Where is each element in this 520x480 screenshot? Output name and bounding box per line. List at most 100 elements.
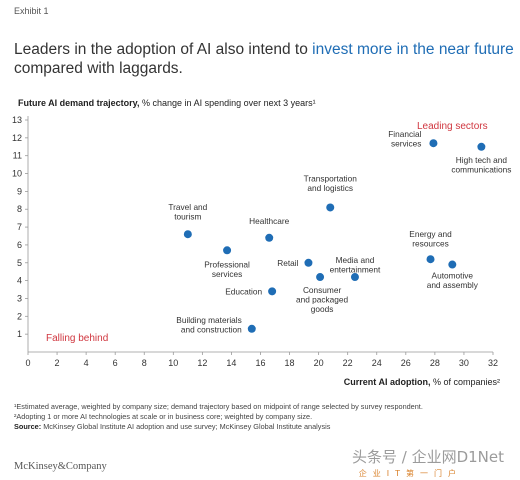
x-axis-label: Current AI adoption, % of companies² (344, 377, 500, 387)
source-label: Source: (14, 422, 42, 431)
y-axis-label-rest: % change in AI spending over next 3 year… (139, 98, 316, 108)
x-tick-label: 4 (84, 358, 89, 368)
y-tick-label: 3 (17, 293, 22, 303)
data-point-label-line: Education (225, 286, 262, 296)
x-tick-label: 30 (459, 358, 469, 368)
x-tick-label: 8 (142, 358, 147, 368)
data-point-label-line: Healthcare (249, 216, 290, 226)
data-point-label-line: resources (412, 239, 448, 249)
data-point (426, 255, 435, 264)
data-point-label: Energy and resources (409, 229, 452, 249)
y-tick-label: 7 (17, 222, 22, 232)
footnote-2: ²Adopting 1 or more AI technologies at s… (14, 412, 313, 421)
y-tick-label: 5 (17, 258, 22, 268)
y-tick-label: 2 (17, 311, 22, 321)
data-point-label-line: Automotive (432, 271, 474, 281)
y-axis-label: Future AI demand trajectory, % change in… (18, 98, 316, 108)
x-tick-label: 2 (55, 358, 60, 368)
data-point-label-line: Energy and (409, 229, 452, 239)
data-point-label: Healthcare (249, 216, 290, 226)
y-axis-label-bold: Future AI demand trajectory, (18, 98, 140, 108)
y-tick-label: 12 (12, 133, 22, 143)
y-tick-label: 8 (17, 204, 22, 214)
x-axis-label-rest: % of companies² (430, 377, 500, 387)
x-tick-label: 16 (255, 358, 265, 368)
x-tick-label: 12 (197, 358, 207, 368)
data-point (477, 142, 486, 151)
data-point-label-line: Consumer (303, 285, 342, 295)
headline-part2: compared with laggards. (14, 60, 183, 77)
data-point-label-line: entertainment (330, 265, 381, 275)
y-tick-label: 10 (12, 169, 22, 179)
data-point (265, 233, 274, 242)
footnotes: ¹Estimated average, weighted by company … (14, 402, 474, 432)
data-point-label-line: and construction (181, 324, 242, 334)
y-tick-label: 4 (17, 276, 22, 286)
footnote-1: ¹Estimated average, weighted by company … (14, 402, 423, 411)
data-point-label-line: and assembly (427, 280, 479, 290)
y-tick-label: 13 (12, 115, 22, 125)
data-point-label: Building materials and construction (176, 315, 242, 335)
x-tick-label: 20 (314, 358, 324, 368)
data-point-label-line: Travel and (168, 202, 207, 212)
data-point (316, 273, 325, 282)
chart-headline: Leaders in the adoption of AI also inten… (14, 40, 514, 78)
data-point-label: Education (225, 286, 262, 296)
data-point-label-line: and packaged (296, 295, 349, 305)
annotation-leading-sectors: Leading sectors (417, 121, 488, 132)
data-point-label-line: services (391, 139, 421, 149)
data-point (304, 258, 313, 267)
data-point-label: Consumer and packaged goods (296, 285, 349, 314)
data-point-label-line: Professional (204, 259, 250, 269)
x-tick-label: 28 (430, 358, 440, 368)
data-point (326, 203, 335, 212)
data-point (247, 324, 256, 333)
y-tick-label: 6 (17, 240, 22, 250)
data-point-label-line: services (212, 269, 242, 279)
data-point-label-line: High tech and (456, 155, 508, 165)
x-tick-label: 22 (343, 358, 353, 368)
data-point (429, 139, 438, 148)
data-point (350, 273, 359, 282)
data-point-label: Transportation and logistics (304, 173, 358, 193)
watermark-sub: 企业IT第一门户 (358, 469, 462, 478)
y-tick-label: 11 (13, 151, 22, 161)
watermark-text: 头条号 / 企业网D1Net (351, 448, 504, 466)
data-point-label-line: goods (311, 304, 334, 314)
source-note: Source: McKinsey Global Institute AI ado… (14, 422, 474, 431)
y-tick-label: 9 (17, 186, 22, 196)
data-point (268, 287, 277, 296)
annotation-falling-behind: Falling behind (46, 333, 108, 344)
data-point-label: Travel and tourism (168, 202, 207, 222)
headline-part1: Leaders in the adoption of AI also inten… (14, 41, 313, 58)
data-point-label-line: and logistics (307, 183, 353, 193)
data-point-label-line: Transportation (304, 173, 358, 183)
x-tick-label: 24 (372, 358, 382, 368)
data-point-label-line: tourism (174, 212, 201, 222)
x-tick-label: 32 (488, 358, 498, 368)
data-point (183, 230, 192, 239)
data-point-label: Financial services (388, 129, 421, 149)
data-point-label: Automotive and assembly (427, 271, 479, 291)
watermark: 头条号 / 企业网D1Net 企业IT第一门户 (300, 436, 510, 480)
data-point (223, 246, 232, 255)
x-axis-label-bold: Current AI adoption, (343, 377, 431, 387)
data-point-label: Media and entertainment (330, 255, 381, 275)
x-tick-label: 26 (401, 358, 411, 368)
data-point (448, 260, 457, 269)
data-point-label-line: communications (451, 164, 511, 174)
data-point-label-line: Financial (388, 129, 421, 139)
data-point-label: Retail (277, 258, 298, 268)
headline-highlight: invest more in the near future (312, 41, 514, 58)
data-point-label-line: Retail (277, 258, 298, 268)
y-tick-label: 1 (17, 329, 22, 339)
data-point-label: Professional services (204, 259, 250, 279)
source-text: McKinsey Global Institute AI adoption an… (41, 422, 331, 431)
brand-logo: McKinsey&Company (14, 461, 107, 472)
data-point-label-line: Building materials (176, 315, 241, 325)
data-point-label: High tech and communications (451, 155, 511, 175)
x-tick-label: 18 (285, 358, 295, 368)
x-tick-label: 0 (25, 358, 30, 368)
x-tick-label: 14 (226, 358, 236, 368)
